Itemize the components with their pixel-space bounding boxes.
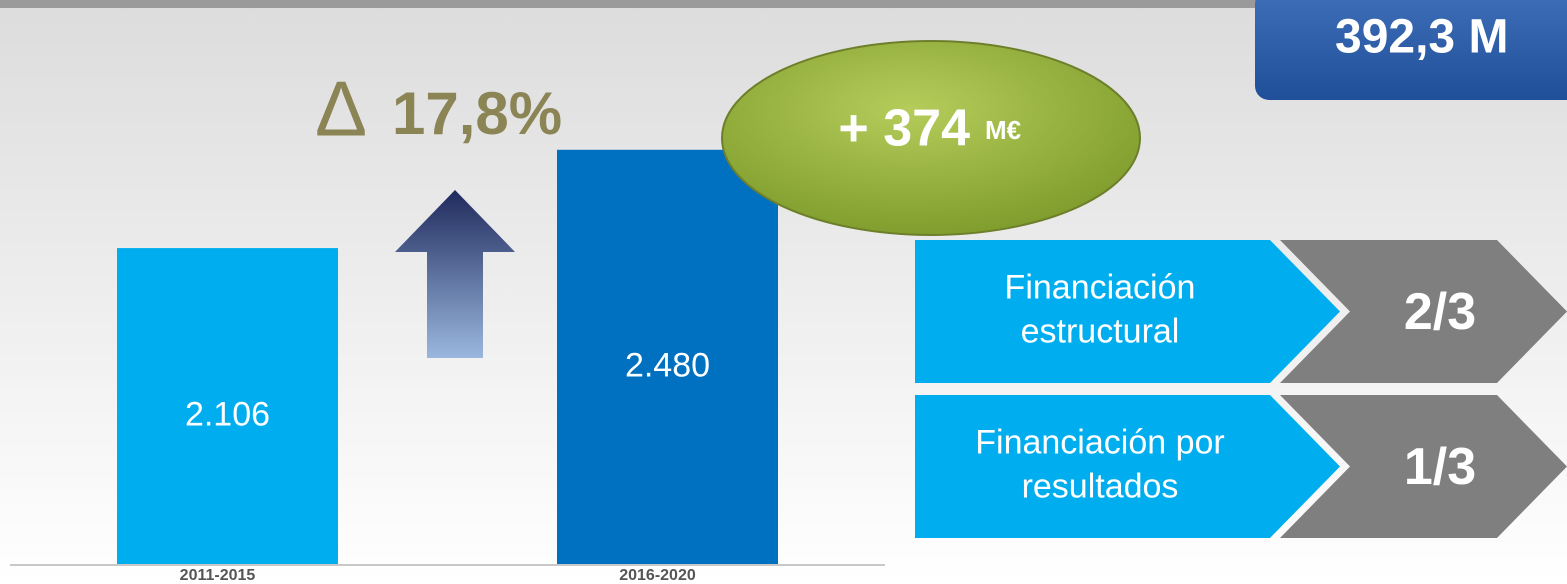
total-box — [1255, 0, 1567, 100]
up-arrow — [395, 190, 515, 358]
share-chevron — [1280, 240, 1567, 383]
category-label: 2016-2020 — [619, 567, 696, 584]
funding-label: Financiación estructural — [1005, 268, 1196, 350]
increase-ellipse — [721, 40, 1141, 236]
label-chevron — [915, 395, 1340, 538]
bar — [117, 248, 338, 566]
funding-label: Financiación por resultados — [975, 423, 1224, 505]
change-label: 17,8% — [392, 80, 562, 147]
share-chevron — [1280, 395, 1567, 538]
bar — [557, 149, 778, 565]
category-label: 2011-2015 — [180, 567, 256, 584]
value-label: 2.480 — [625, 346, 710, 384]
increase-amount: + 374 — [838, 100, 970, 158]
label-chevron — [915, 240, 1340, 383]
increase-unit: M€ — [985, 115, 1021, 145]
delta-symbol: Δ — [315, 65, 367, 153]
funding-share: 1/3 — [1404, 438, 1476, 496]
funding-share: 2/3 — [1404, 283, 1476, 341]
total-label: 392,3 M — [1335, 11, 1508, 64]
top-band — [0, 0, 1567, 8]
value-label: 2.106 — [185, 396, 270, 434]
